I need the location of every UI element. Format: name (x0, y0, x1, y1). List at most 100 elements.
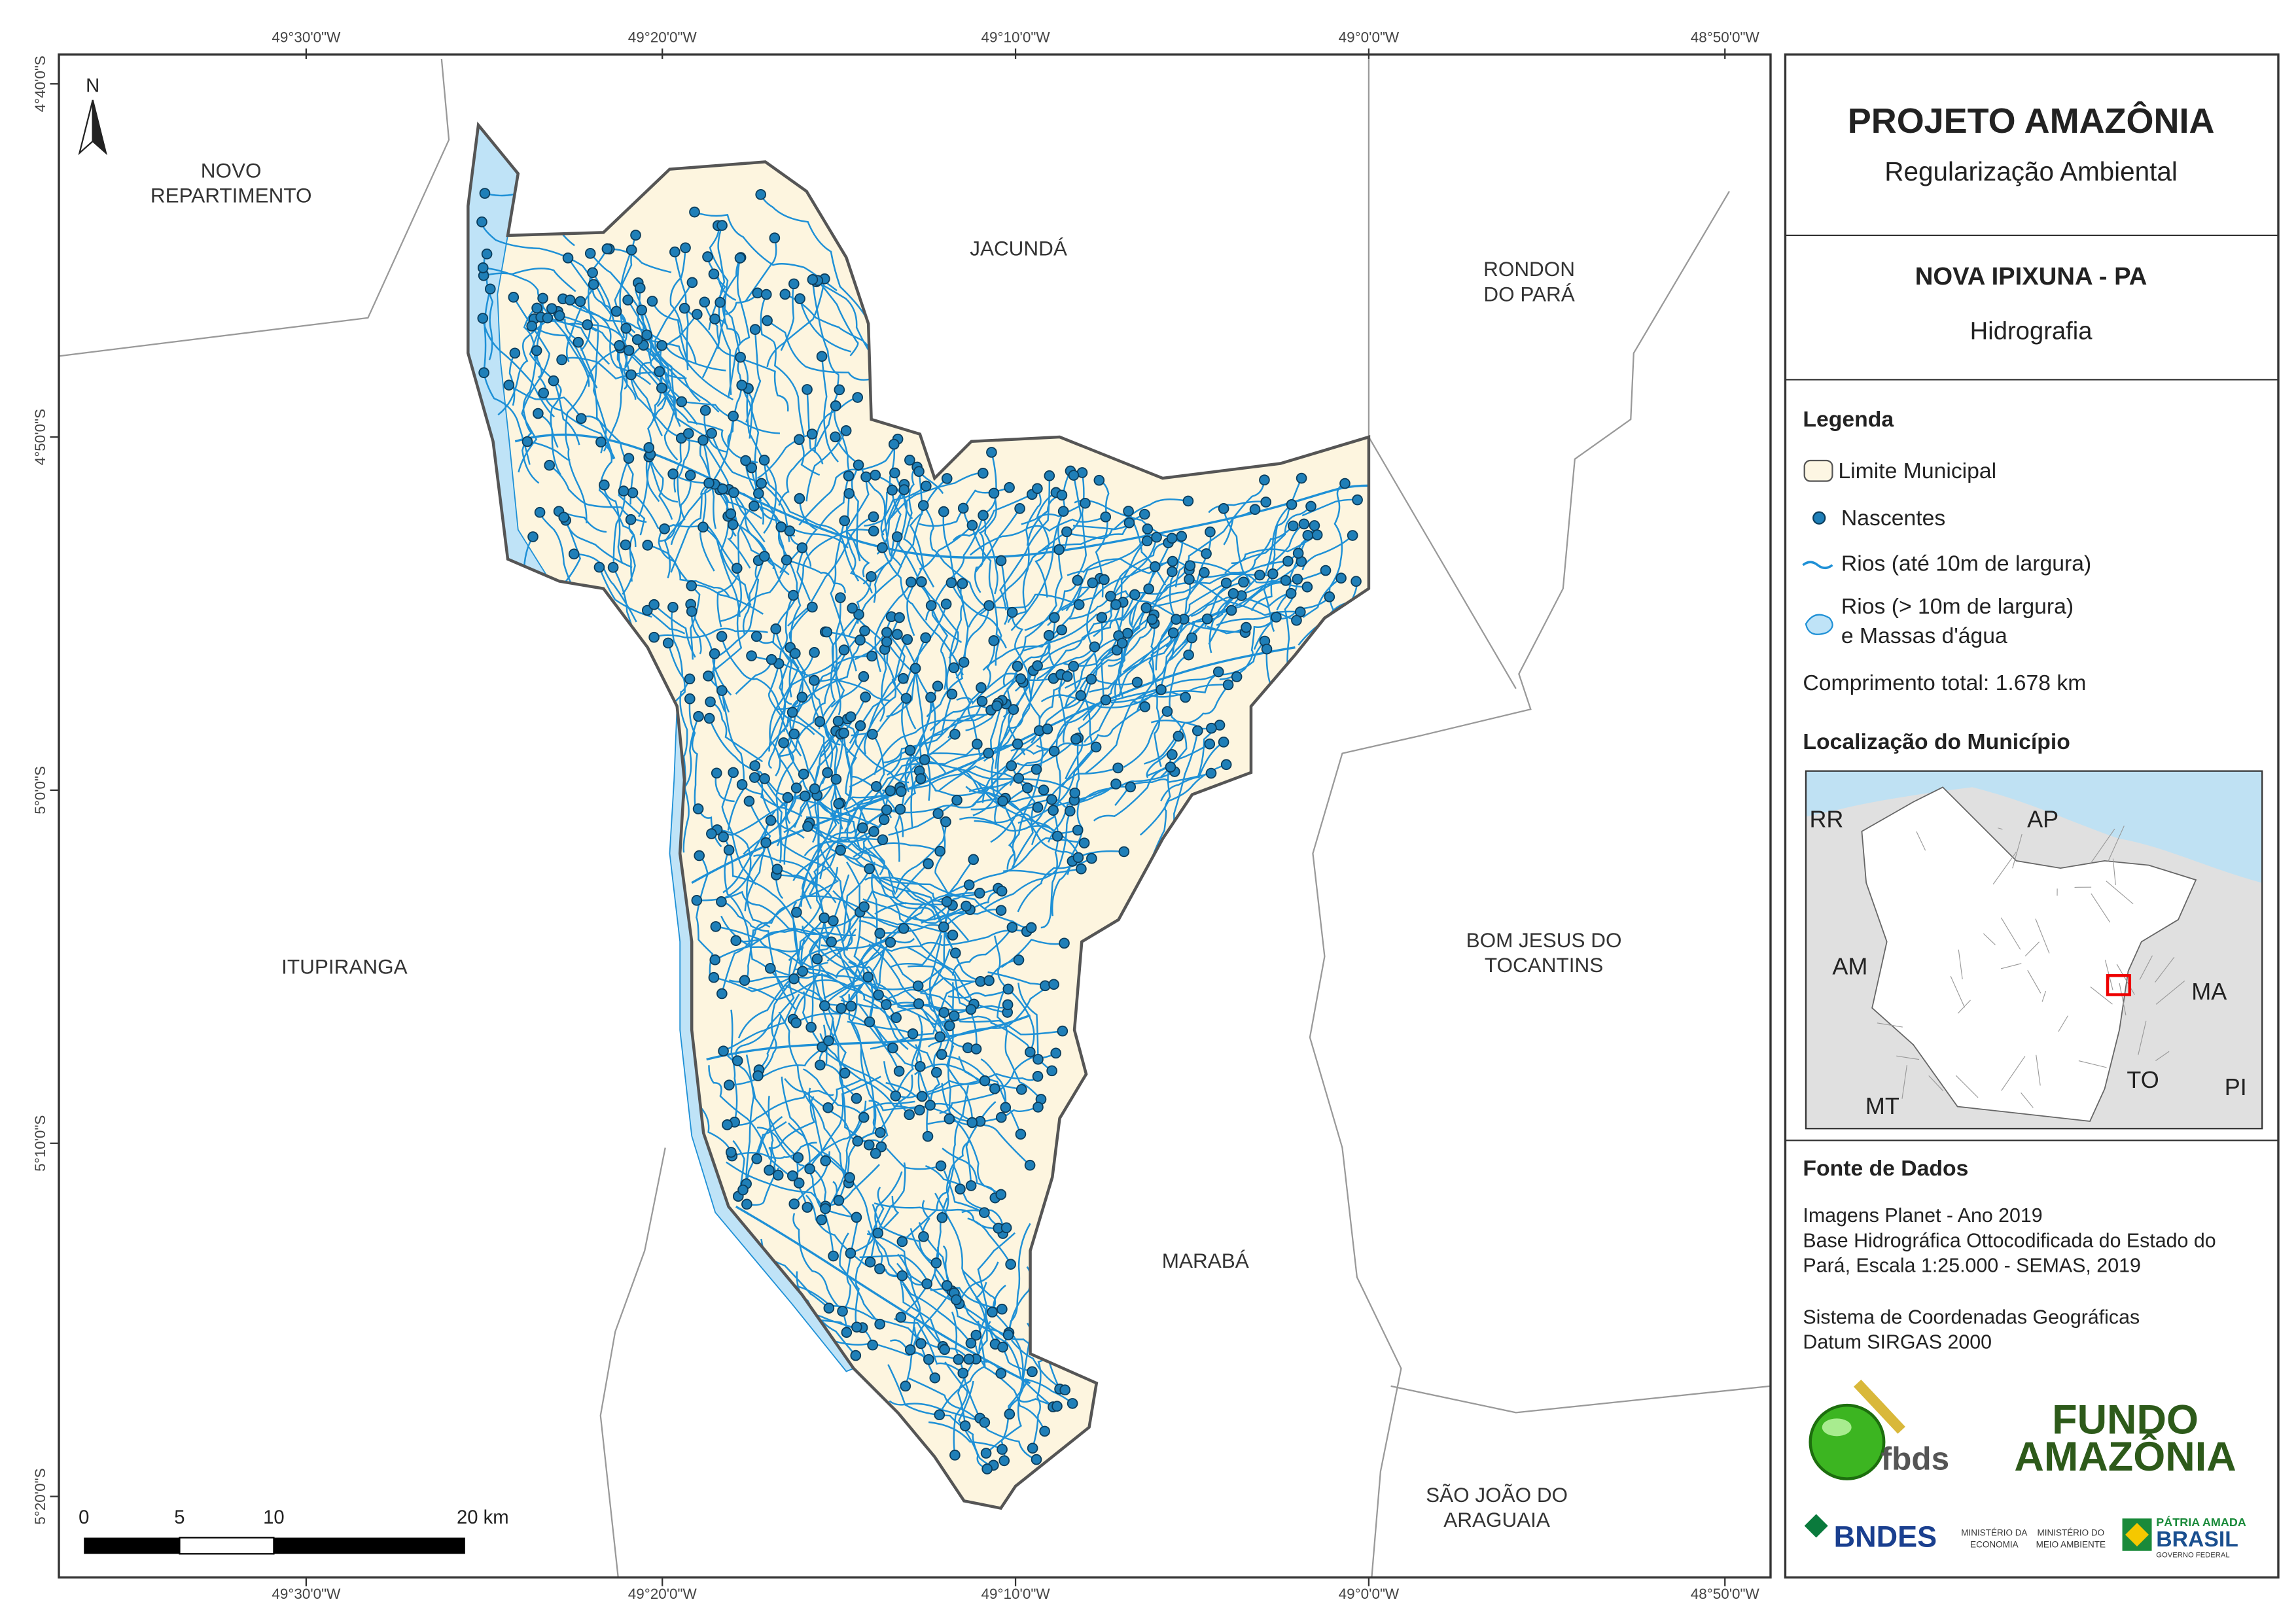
spring (968, 854, 980, 865)
spring (1118, 846, 1130, 858)
spring (945, 577, 957, 589)
river (873, 490, 902, 603)
spring (484, 283, 496, 295)
spring (840, 425, 852, 436)
spring (930, 1066, 942, 1078)
river (792, 1100, 915, 1177)
spring (1024, 1159, 1036, 1171)
river (1222, 508, 1251, 585)
spring (944, 1113, 955, 1125)
river (1195, 531, 1212, 586)
river (1010, 1339, 1066, 1391)
spring (866, 570, 877, 582)
river (722, 820, 772, 894)
spring (691, 895, 703, 906)
river (735, 659, 773, 695)
river (886, 631, 917, 729)
spring (966, 519, 978, 531)
river (1024, 582, 1093, 631)
river (926, 662, 965, 718)
spring (1002, 1329, 1014, 1340)
spring (1006, 606, 1018, 618)
river (1000, 560, 1009, 625)
spring (866, 650, 877, 662)
graticule-labels: 49°30'0"W 49°30'0"W 49°20'0"W 49°20'0"W 49°1… (32, 29, 1760, 1602)
river (1093, 766, 1171, 822)
spring (698, 521, 709, 533)
river (563, 517, 633, 568)
state-label: TO (2127, 1066, 2159, 1093)
spring (741, 1198, 752, 1210)
river (947, 1045, 955, 1119)
spring (593, 561, 605, 573)
spring (1046, 1065, 1057, 1077)
municipality: NOVA IPIXUNA - PA (1915, 262, 2147, 290)
spring (1000, 1102, 1012, 1113)
spring (1110, 599, 1122, 610)
spring (1131, 676, 1143, 688)
spring (1183, 649, 1194, 661)
spring (913, 998, 925, 1009)
source-line: Pará, Escala 1:25.000 - SEMAS, 2019 (1803, 1255, 2140, 1277)
spring (941, 1280, 953, 1291)
spring (1053, 544, 1065, 555)
state-labels: RR AP AM MA TO MT PI (1809, 806, 2246, 1120)
spring (864, 1016, 875, 1028)
river (619, 249, 633, 339)
spring (722, 1119, 733, 1130)
river (934, 813, 953, 926)
river (864, 485, 927, 527)
spring (966, 1117, 978, 1128)
river (952, 1085, 970, 1189)
spring (978, 468, 989, 479)
river (958, 1380, 988, 1470)
river (796, 803, 842, 915)
inset-boundary (1983, 933, 1996, 945)
ministry-text: ECONOMIA (1970, 1539, 2018, 1549)
spring (874, 1318, 885, 1330)
river (561, 357, 687, 380)
spring (941, 473, 953, 484)
spring (743, 795, 755, 807)
spring (938, 506, 949, 517)
river (508, 353, 516, 406)
sources-title: Fonte de Dados (1803, 1156, 1968, 1181)
spring (478, 367, 489, 379)
spring (662, 637, 674, 649)
spring (686, 606, 698, 617)
river (658, 371, 758, 464)
spring (896, 1270, 908, 1282)
spring (868, 511, 879, 523)
spring (948, 1010, 960, 1022)
spring (796, 542, 808, 553)
spring (995, 1368, 1007, 1379)
spring (1032, 483, 1043, 495)
river (835, 731, 868, 829)
inset-boundary (2027, 969, 2041, 994)
spring (1027, 1366, 1038, 1378)
spring (1013, 954, 1025, 966)
neighbor-label: NOVO (201, 158, 262, 182)
river (716, 829, 771, 928)
spring (961, 900, 972, 912)
brasil-flag (2125, 1523, 2149, 1547)
river (612, 491, 626, 565)
spring (735, 351, 746, 363)
river (688, 699, 698, 811)
spring (986, 447, 997, 458)
river (828, 809, 887, 841)
spring (862, 971, 874, 983)
river (793, 968, 919, 990)
longitude-label: 49°30'0"W (272, 29, 341, 45)
spring (725, 1147, 737, 1158)
spring (917, 500, 929, 511)
spring (1141, 535, 1153, 547)
river (942, 1147, 1002, 1196)
neighbor-label: MARABÁ (1162, 1249, 1249, 1272)
state-label: AP (2027, 806, 2058, 833)
spring (1352, 494, 1363, 506)
spring (686, 277, 698, 288)
spring (732, 1055, 743, 1066)
north-label: N (86, 75, 99, 96)
spring (634, 282, 646, 294)
